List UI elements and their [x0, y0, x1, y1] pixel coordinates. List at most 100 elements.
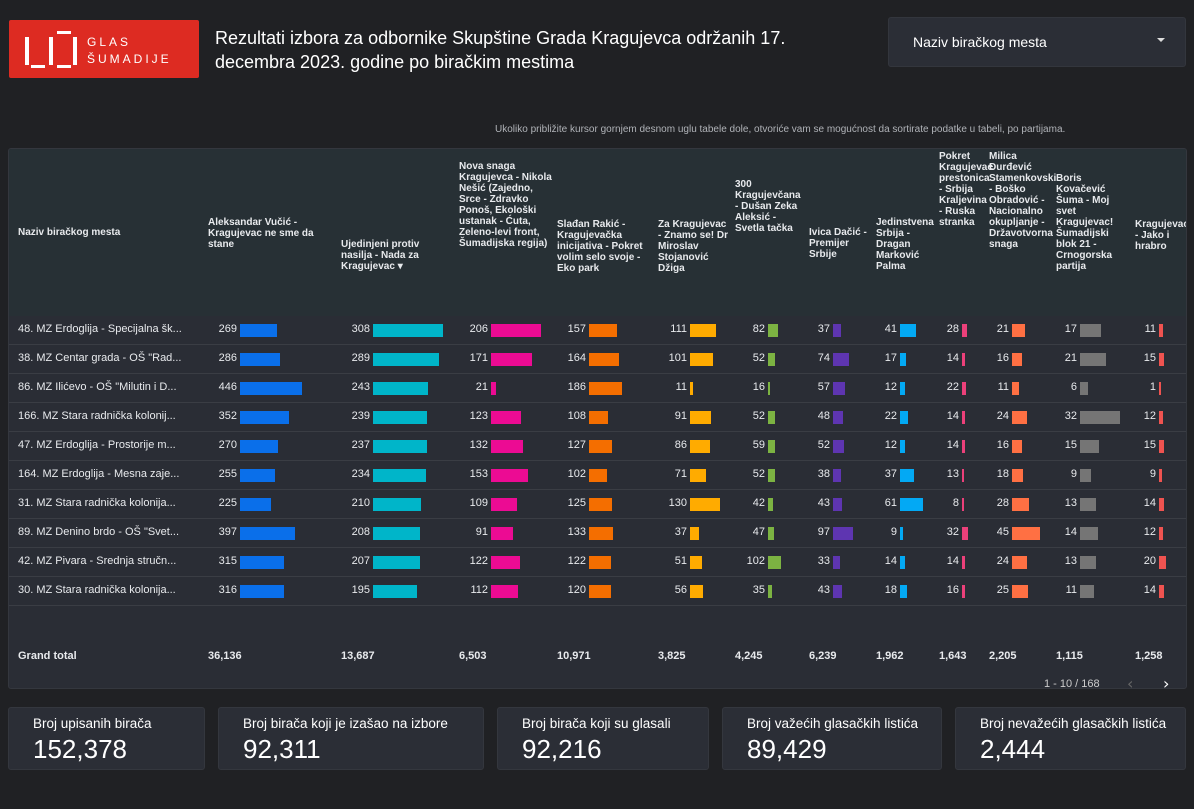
sort-descending-icon[interactable]: ▾: [394, 261, 403, 272]
vote-count: 8: [952, 497, 959, 509]
vote-count: 102: [746, 555, 765, 567]
vote-count: 16: [996, 439, 1009, 451]
vote-bar: [491, 382, 497, 395]
vote-bar: [1080, 469, 1092, 482]
table-row[interactable]: 42. MZ Pivara - Srednja stručn... 315 207 1…: [9, 548, 1186, 577]
vote-count: 352: [218, 410, 237, 422]
column-header[interactable]: 300 Kragujevčana - Dušan Zeka Aleksić - …: [735, 179, 801, 234]
vote-bar: [589, 324, 618, 337]
vote-bar: [373, 411, 428, 424]
previous-page-button[interactable]: ‹: [1127, 674, 1134, 689]
vote-bar: [768, 498, 774, 511]
grand-total-value: 1,258: [1135, 650, 1163, 662]
vote-bar: [589, 353, 619, 366]
column-header[interactable]: Ujedinjeni protiv nasilja - Nada za Krag…: [341, 239, 420, 272]
vote-count: 109: [469, 497, 488, 509]
vote-bar: [900, 353, 907, 366]
column-header-name[interactable]: Naziv biračkog mesta: [18, 227, 121, 238]
vote-bar: [491, 585, 518, 598]
vote-bar: [1159, 324, 1163, 337]
sort-hint: Ukoliko približite kursor gornjem desnom…: [495, 124, 1066, 135]
polling-station-name: 89. MZ Denino brdo - OŠ "Svet...: [18, 526, 180, 538]
table-row[interactable]: 164. MZ Erdoglija - Mesna zaje... 255 234 1…: [9, 461, 1186, 490]
vote-count: 20: [1143, 555, 1156, 567]
vote-count: 397: [218, 526, 237, 538]
vote-bar: [373, 527, 421, 540]
vote-bar: [240, 469, 276, 482]
table-row[interactable]: 89. MZ Denino brdo - OŠ "Svet... 397 208 91…: [9, 519, 1186, 548]
vote-bar: [1080, 324, 1102, 337]
vote-bar: [962, 585, 966, 598]
vote-bar: [373, 498, 421, 511]
column-header[interactable]: Aleksandar Vučić - Kragujevac ne sme da …: [208, 217, 314, 250]
next-page-button[interactable]: ›: [1163, 674, 1170, 689]
table-row[interactable]: 31. MZ Stara radnička kolonija... 225 210 1…: [9, 490, 1186, 519]
vote-count: 71: [674, 468, 687, 480]
vote-count: 82: [752, 323, 765, 335]
vote-bar: [962, 353, 965, 366]
logo-text: GLAS: [87, 35, 132, 49]
vote-count: 289: [351, 352, 370, 364]
vote-count: 108: [567, 410, 586, 422]
caret-down-icon: [1157, 38, 1165, 42]
results-table: Naziv biračkog mesta Aleksandar Vučić - …: [8, 148, 1187, 689]
vote-bar: [1159, 498, 1164, 511]
vote-count: 17: [1064, 323, 1077, 335]
vote-count: 38: [817, 468, 830, 480]
vote-bar: [900, 440, 905, 453]
grand-total-value: 6,503: [459, 650, 487, 662]
table-row[interactable]: 86. MZ Ilićevo - OŠ "Milutin i D... 446 24…: [9, 374, 1186, 403]
polling-station-name: 38. MZ Centar grada - OŠ "Rad...: [18, 352, 182, 364]
column-header[interactable]: Jedinstvena Srbija - Dragan Marković Pal…: [876, 217, 934, 272]
column-header[interactable]: Boris Kovačević Šuma - Moj svet Kragujev…: [1056, 173, 1114, 272]
vote-bar: [1159, 440, 1165, 453]
vote-bar: [1159, 527, 1164, 540]
scorecard: Broj upisanih birača 152,378: [8, 707, 205, 770]
vote-bar: [962, 411, 965, 424]
grand-total-value: 3,825: [658, 650, 686, 662]
vote-count: 133: [567, 526, 586, 538]
vote-count: 111: [670, 323, 687, 335]
vote-bar: [1159, 556, 1166, 569]
scorecard: Broj važećih glasačkih listića 89,429: [722, 707, 942, 770]
polling-station-filter[interactable]: Naziv biračkog mesta: [888, 17, 1186, 67]
vote-count: 14: [946, 555, 959, 567]
vote-bar: [768, 440, 776, 453]
column-header[interactable]: Milica Đurđević Stamenkovski - Boško Obr…: [989, 151, 1057, 250]
vote-bar: [373, 585, 418, 598]
vote-bar: [833, 324, 841, 337]
vote-count: 52: [752, 468, 765, 480]
vote-bar: [833, 440, 844, 453]
table-row[interactable]: 48. MZ Erdoglija - Specijalna šk... 269 30…: [9, 316, 1186, 345]
column-header[interactable]: Nova snaga Kragujevca - Nikola Nešić (Za…: [459, 161, 552, 249]
column-header[interactable]: Kragujevac - Jako i hrabro: [1135, 219, 1187, 252]
scorecard-label: Broj nevažećih glasačkih listića: [980, 716, 1167, 731]
column-header[interactable]: Za Kragujevac - Znamo se! Dr Miroslav St…: [658, 219, 729, 274]
column-header[interactable]: Pokret Kragujevac prestonica - Srbija Kr…: [939, 151, 993, 228]
table-row[interactable]: 47. MZ Erdoglija - Prostorije m... 270 237…: [9, 432, 1186, 461]
vote-bar: [768, 382, 771, 395]
vote-count: 12: [884, 439, 897, 451]
vote-bar: [491, 469, 528, 482]
polling-station-name: 164. MZ Erdoglija - Mesna zaje...: [18, 468, 180, 480]
table-row[interactable]: 38. MZ Centar grada - OŠ "Rad... 286 289 17…: [9, 345, 1186, 374]
vote-bar: [833, 585, 843, 598]
column-header[interactable]: Slađan Rakić - Kragujevačka inicijativa …: [557, 219, 643, 274]
vote-bar: [768, 585, 773, 598]
vote-bar: [768, 411, 775, 424]
vote-bar: [690, 324, 716, 337]
vote-bar: [1080, 585, 1094, 598]
vote-count: 28: [946, 323, 959, 335]
vote-bar: [690, 585, 703, 598]
table-row[interactable]: 166. MZ Stara radnička kolonij... 352 239 1…: [9, 403, 1186, 432]
vote-bar: [900, 556, 906, 569]
vote-bar: [768, 469, 775, 482]
vote-count: 48: [817, 410, 830, 422]
vote-bar: [1012, 527, 1040, 540]
grand-total-value: 1,115: [1056, 650, 1083, 662]
vote-bar: [373, 556, 420, 569]
column-header[interactable]: Ivica Dačić - Premijer Srbije: [809, 227, 867, 260]
vote-count: 21: [1064, 352, 1077, 364]
table-row[interactable]: 30. MZ Stara radnička kolonija... 316 195 1…: [9, 577, 1186, 606]
scorecard-value: 92,216: [522, 734, 602, 764]
